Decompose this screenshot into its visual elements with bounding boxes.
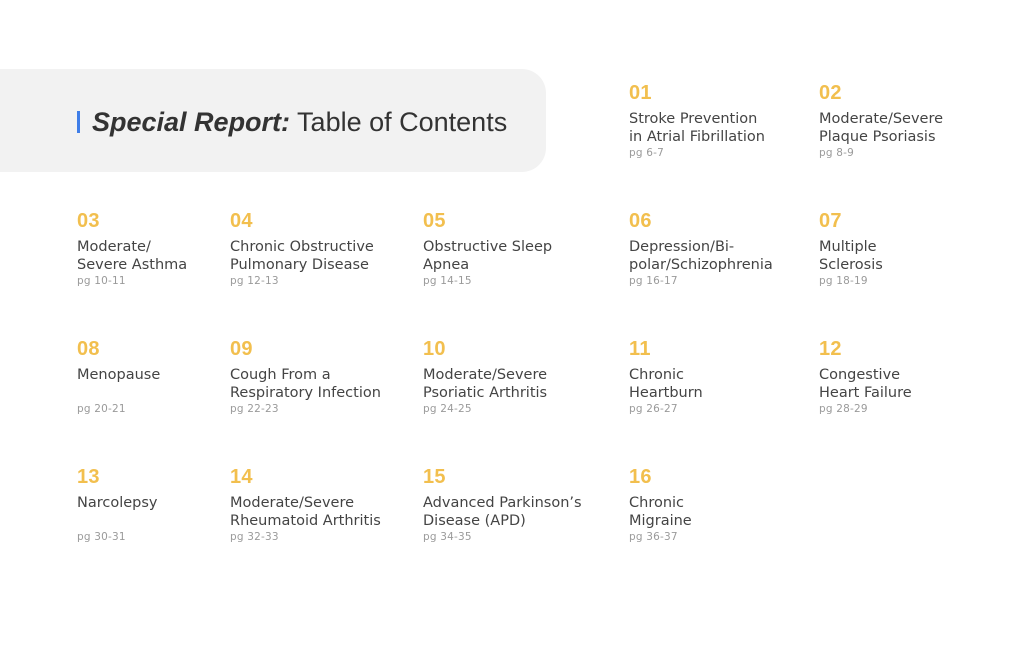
toc-number: 14 xyxy=(230,466,253,488)
toc-item-11[interactable]: 11 Chronic Heartburn pg 26-27 xyxy=(629,337,809,416)
toc-number: 07 xyxy=(819,210,842,232)
toc-number: 16 xyxy=(629,466,652,488)
page-title-emphasis: Special Report: xyxy=(92,107,291,137)
header-panel xyxy=(0,69,546,172)
page-title: Special Report: Table of Contents xyxy=(92,104,507,140)
toc-title: Obstructive Sleep Apnea xyxy=(423,239,553,273)
toc-item-04[interactable]: 04 Chronic Obstructive Pulmonary Disease… xyxy=(230,209,410,288)
toc-number: 03 xyxy=(77,210,100,232)
toc-title: Moderate/ Severe Asthma xyxy=(77,239,188,273)
toc-item-14[interactable]: 14 Moderate/Severe Rheumatoid Arthritis … xyxy=(230,465,410,544)
toc-item-08[interactable]: 08 Menopause pg 20-21 xyxy=(77,337,257,416)
toc-number: 01 xyxy=(629,82,652,104)
toc-pages: pg 12-13 xyxy=(230,275,279,287)
toc-item-13[interactable]: 13 Narcolepsy pg 30-31 xyxy=(77,465,257,544)
toc-pages: pg 24-25 xyxy=(423,403,472,415)
toc-number: 04 xyxy=(230,210,253,232)
toc-title: Chronic Heartburn xyxy=(629,367,703,401)
toc-item-07[interactable]: 07 Multiple Sclerosis pg 18-19 xyxy=(819,209,999,288)
toc-pages: pg 34-35 xyxy=(423,531,472,543)
toc-title: Congestive Heart Failure xyxy=(819,367,912,401)
toc-number: 15 xyxy=(423,466,446,488)
toc-title: Multiple Sclerosis xyxy=(819,239,883,273)
toc-pages: pg 10-11 xyxy=(77,275,126,287)
toc-item-09[interactable]: 09 Cough From a Respiratory Infection pg… xyxy=(230,337,410,416)
toc-pages: pg 26-27 xyxy=(629,403,678,415)
toc-item-12[interactable]: 12 Congestive Heart Failure pg 28-29 xyxy=(819,337,999,416)
toc-item-02[interactable]: 02 Moderate/Severe Plaque Psoriasis pg 8… xyxy=(819,81,999,160)
toc-pages: pg 30-31 xyxy=(77,531,126,543)
toc-title: Stroke Prevention in Atrial Fibrillation xyxy=(629,111,765,145)
toc-title: Moderate/Severe Rheumatoid Arthritis xyxy=(230,495,381,529)
toc-number: 11 xyxy=(629,338,651,360)
toc-item-10[interactable]: 10 Moderate/Severe Psoriatic Arthritis p… xyxy=(423,337,603,416)
toc-pages: pg 36-37 xyxy=(629,531,678,543)
toc-item-05[interactable]: 05 Obstructive Sleep Apnea pg 14-15 xyxy=(423,209,603,288)
toc-pages: pg 20-21 xyxy=(77,403,126,415)
toc-pages: pg 22-23 xyxy=(230,403,279,415)
toc-pages: pg 8-9 xyxy=(819,147,855,159)
toc-item-16[interactable]: 16 Chronic Migraine pg 36-37 xyxy=(629,465,809,544)
toc-title: Menopause xyxy=(77,367,161,383)
toc-title: Chronic Obstructive Pulmonary Disease xyxy=(230,239,374,273)
toc-number: 10 xyxy=(423,338,446,360)
toc-title: Advanced Parkinson’s Disease (APD) xyxy=(423,495,582,529)
toc-item-15[interactable]: 15 Advanced Parkinson’s Disease (APD) pg… xyxy=(423,465,603,544)
toc-number: 02 xyxy=(819,82,842,104)
toc-title: Narcolepsy xyxy=(77,495,158,511)
toc-title: Depression/Bi- polar/Schizophrenia xyxy=(629,239,773,273)
toc-number: 12 xyxy=(819,338,842,360)
toc-pages: pg 16-17 xyxy=(629,275,678,287)
toc-title: Chronic Migraine xyxy=(629,495,692,529)
toc-number: 09 xyxy=(230,338,253,360)
toc-title: Moderate/Severe Plaque Psoriasis xyxy=(819,111,944,145)
toc-pages: pg 6-7 xyxy=(629,147,665,159)
toc-item-01[interactable]: 01 Stroke Prevention in Atrial Fibrillat… xyxy=(629,81,809,160)
toc-item-03[interactable]: 03 Moderate/ Severe Asthma pg 10-11 xyxy=(77,209,257,288)
page-title-rest: Table of Contents xyxy=(290,107,508,137)
toc-pages: pg 28-29 xyxy=(819,403,868,415)
toc-pages: pg 14-15 xyxy=(423,275,472,287)
toc-number: 05 xyxy=(423,210,446,232)
toc-title: Moderate/Severe Psoriatic Arthritis xyxy=(423,367,548,401)
toc-number: 13 xyxy=(77,466,100,488)
toc-number: 08 xyxy=(77,338,100,360)
toc-pages: pg 18-19 xyxy=(819,275,868,287)
toc-title: Cough From a Respiratory Infection xyxy=(230,367,381,401)
toc-number: 06 xyxy=(629,210,652,232)
toc-pages: pg 32-33 xyxy=(230,531,279,543)
accent-bar xyxy=(77,111,80,133)
toc-item-06[interactable]: 06 Depression/Bi- polar/Schizophrenia pg… xyxy=(629,209,809,288)
